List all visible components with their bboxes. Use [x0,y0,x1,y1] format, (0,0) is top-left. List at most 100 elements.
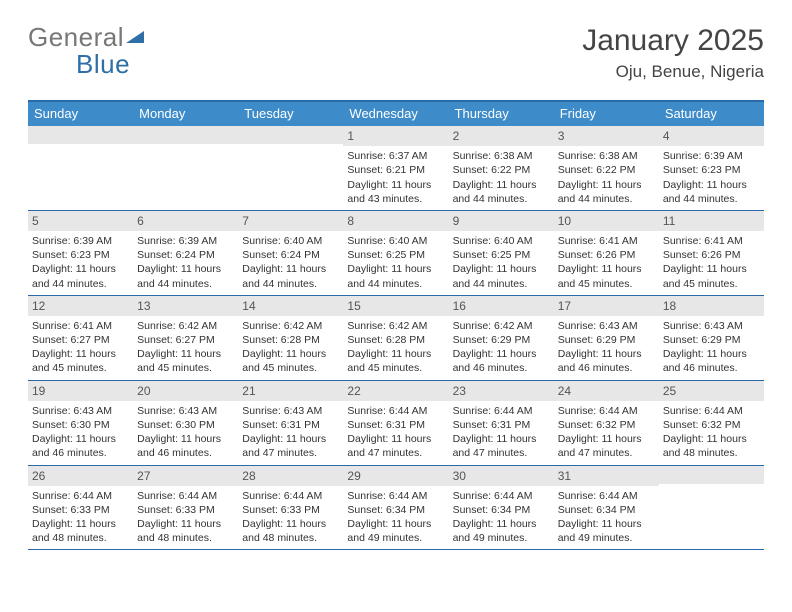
sunrise-line: Sunrise: 6:40 AM [347,234,444,248]
calendar: Sunday Monday Tuesday Wednesday Thursday… [28,100,764,550]
day-number: 28 [238,466,343,486]
daylight-line: Daylight: 11 hours and 44 minutes. [453,262,550,290]
header: GeneralBlue January 2025 Oju, Benue, Nig… [28,24,764,82]
day-number: 20 [133,381,238,401]
daylight-line: Daylight: 11 hours and 45 minutes. [242,347,339,375]
day-cell: 17Sunrise: 6:43 AMSunset: 6:29 PMDayligh… [554,296,659,380]
weekday-header: Sunday Monday Tuesday Wednesday Thursday… [28,102,764,126]
daylight-line: Daylight: 11 hours and 44 minutes. [242,262,339,290]
sunrise-line: Sunrise: 6:42 AM [242,319,339,333]
day-cell: 14Sunrise: 6:42 AMSunset: 6:28 PMDayligh… [238,296,343,380]
logo-text-2: Blue [28,49,130,79]
sunset-line: Sunset: 6:28 PM [242,333,339,347]
daylight-line: Daylight: 11 hours and 47 minutes. [242,432,339,460]
day-cell: 20Sunrise: 6:43 AMSunset: 6:30 PMDayligh… [133,381,238,465]
day-number: 29 [343,466,448,486]
sunrise-line: Sunrise: 6:43 AM [32,404,129,418]
sunset-line: Sunset: 6:33 PM [242,503,339,517]
daylight-line: Daylight: 11 hours and 45 minutes. [137,347,234,375]
daylight-line: Daylight: 11 hours and 46 minutes. [32,432,129,460]
sunrise-line: Sunrise: 6:43 AM [663,319,760,333]
sunrise-line: Sunrise: 6:39 AM [663,149,760,163]
sunset-line: Sunset: 6:29 PM [558,333,655,347]
daylight-line: Daylight: 11 hours and 49 minutes. [453,517,550,545]
sunset-line: Sunset: 6:31 PM [242,418,339,432]
daylight-line: Daylight: 11 hours and 49 minutes. [347,517,444,545]
day-number: 6 [133,211,238,231]
weekday-label: Tuesday [238,102,343,126]
weekday-label: Wednesday [343,102,448,126]
sunset-line: Sunset: 6:26 PM [558,248,655,262]
month-title: January 2025 [582,24,764,58]
sunset-line: Sunset: 6:30 PM [32,418,129,432]
day-number [238,126,343,144]
day-cell: 26Sunrise: 6:44 AMSunset: 6:33 PMDayligh… [28,466,133,550]
sunrise-line: Sunrise: 6:44 AM [558,489,655,503]
week-row: 26Sunrise: 6:44 AMSunset: 6:33 PMDayligh… [28,466,764,551]
weekday-label: Monday [133,102,238,126]
sunrise-line: Sunrise: 6:44 AM [453,404,550,418]
sunset-line: Sunset: 6:27 PM [137,333,234,347]
sunset-line: Sunset: 6:23 PM [663,163,760,177]
sunrise-line: Sunrise: 6:42 AM [137,319,234,333]
sunset-line: Sunset: 6:30 PM [137,418,234,432]
daylight-line: Daylight: 11 hours and 47 minutes. [347,432,444,460]
sunset-line: Sunset: 6:25 PM [453,248,550,262]
sunset-line: Sunset: 6:27 PM [32,333,129,347]
sunset-line: Sunset: 6:22 PM [453,163,550,177]
sunrise-line: Sunrise: 6:40 AM [242,234,339,248]
sunrise-line: Sunrise: 6:44 AM [558,404,655,418]
day-cell: 15Sunrise: 6:42 AMSunset: 6:28 PMDayligh… [343,296,448,380]
daylight-line: Daylight: 11 hours and 44 minutes. [453,178,550,206]
day-number: 7 [238,211,343,231]
sunset-line: Sunset: 6:28 PM [347,333,444,347]
weekday-label: Sunday [28,102,133,126]
day-number [28,126,133,144]
day-number: 26 [28,466,133,486]
day-number: 17 [554,296,659,316]
day-number: 24 [554,381,659,401]
day-cell: 27Sunrise: 6:44 AMSunset: 6:33 PMDayligh… [133,466,238,550]
sunset-line: Sunset: 6:22 PM [558,163,655,177]
day-number: 12 [28,296,133,316]
sunset-line: Sunset: 6:24 PM [242,248,339,262]
day-number: 19 [28,381,133,401]
day-cell: 16Sunrise: 6:42 AMSunset: 6:29 PMDayligh… [449,296,554,380]
daylight-line: Daylight: 11 hours and 46 minutes. [558,347,655,375]
daylight-line: Daylight: 11 hours and 45 minutes. [663,262,760,290]
day-number: 1 [343,126,448,146]
day-number: 3 [554,126,659,146]
sunset-line: Sunset: 6:31 PM [347,418,444,432]
day-cell: 7 Sunrise: 6:40 AMSunset: 6:24 PMDaylight… [238,211,343,295]
logo-text-1: General [28,22,124,52]
week-row: 1Sunrise: 6:37 AMSunset: 6:21 PMDaylight… [28,126,764,211]
daylight-line: Daylight: 11 hours and 44 minutes. [663,178,760,206]
day-cell: 21Sunrise: 6:43 AMSunset: 6:31 PMDayligh… [238,381,343,465]
sunset-line: Sunset: 6:25 PM [347,248,444,262]
logo-mark-icon [126,22,146,49]
day-number [133,126,238,144]
sunset-line: Sunset: 6:32 PM [558,418,655,432]
day-cell: 3Sunrise: 6:38 AMSunset: 6:22 PMDaylight… [554,126,659,210]
sunrise-line: Sunrise: 6:39 AM [32,234,129,248]
day-number: 22 [343,381,448,401]
day-number: 18 [659,296,764,316]
daylight-line: Daylight: 11 hours and 48 minutes. [663,432,760,460]
day-number: 8 [343,211,448,231]
daylight-line: Daylight: 11 hours and 45 minutes. [32,347,129,375]
sunrise-line: Sunrise: 6:44 AM [32,489,129,503]
daylight-line: Daylight: 11 hours and 48 minutes. [242,517,339,545]
day-cell [238,126,343,210]
day-cell: 28 Sunrise: 6:44 AMSunset: 6:33 PMDayligh… [238,466,343,550]
day-cell: 29Sunrise: 6:44 AMSunset: 6:34 PMDayligh… [343,466,448,550]
week-row: 12Sunrise: 6:41 AMSunset: 6:27 PMDayligh… [28,296,764,381]
day-cell: 11Sunrise: 6:41 AMSunset: 6:26 PMDayligh… [659,211,764,295]
sunrise-line: Sunrise: 6:42 AM [347,319,444,333]
day-cell [28,126,133,210]
daylight-line: Daylight: 11 hours and 48 minutes. [32,517,129,545]
daylight-line: Daylight: 11 hours and 49 minutes. [558,517,655,545]
sunrise-line: Sunrise: 6:44 AM [242,489,339,503]
day-number: 5 [28,211,133,231]
day-number: 25 [659,381,764,401]
sunrise-line: Sunrise: 6:38 AM [453,149,550,163]
